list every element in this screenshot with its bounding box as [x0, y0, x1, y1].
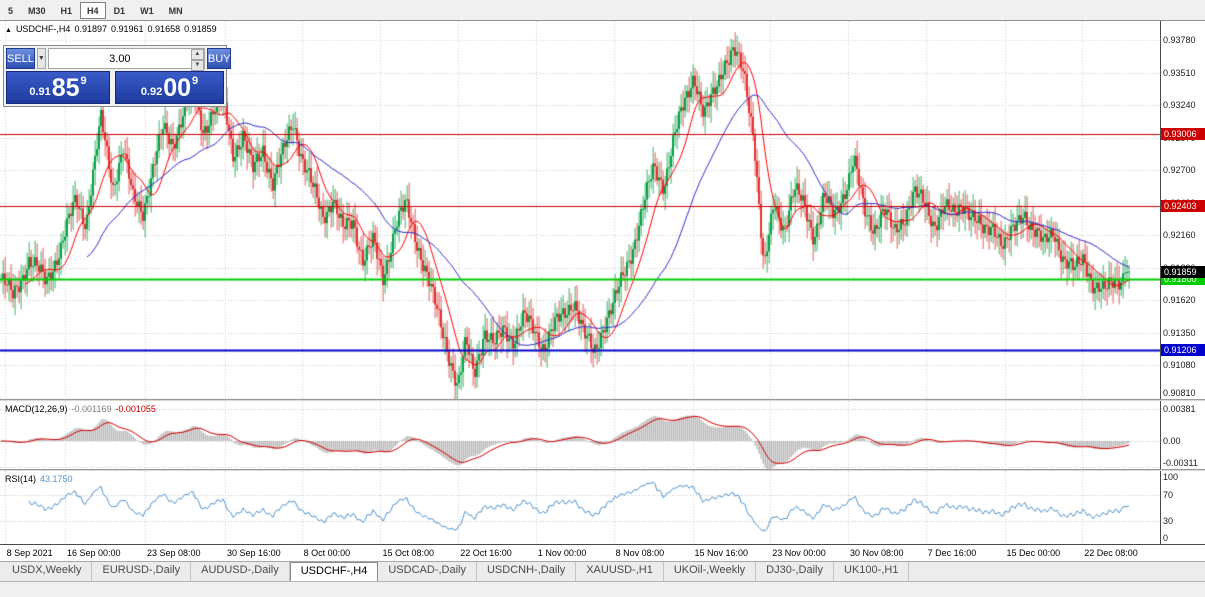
axis-tick-label: 0.93240: [1163, 100, 1196, 111]
time-axis-label: 30 Sep 16:00: [227, 548, 281, 558]
buy-price-prefix: 0.92: [140, 86, 163, 98]
timeframe-button-h1[interactable]: H1: [60, 5, 73, 16]
buy-price-box[interactable]: 0.92 00 9: [115, 71, 224, 104]
rsi-value: 43.1750: [40, 474, 73, 484]
price-line-label: 0.93006: [1161, 127, 1205, 140]
buy-price-point: 9: [192, 75, 199, 87]
time-axis-label: 30 Nov 08:00: [849, 548, 904, 558]
axis-tick-label: 0.91080: [1163, 360, 1196, 371]
macd-header: MACD(12,26,9) -0.001169 -0.001055: [5, 404, 160, 414]
price-axis-rsi[interactable]: 100 70 30 0: [1160, 471, 1205, 544]
time-axis-label: 16 Sep 00:00: [66, 548, 121, 558]
ohlc-open: 0.91897: [74, 24, 107, 34]
time-axis-label: 23 Sep 08:00: [147, 548, 201, 558]
rsi-pane: RSI(14) 43.1750 100 70 30 0: [0, 471, 1205, 544]
chart-ohlc-header: ▲ USDCHF-,H4 0.91897 0.91961 0.91658 0.91859: [5, 24, 221, 34]
symbol-title: USDCHF-,H4: [15, 24, 71, 34]
volume-field-wrap: ▲ ▼: [47, 48, 205, 71]
rsi-canvas[interactable]: [0, 471, 1160, 544]
time-axis-label: 15 Oct 08:00: [382, 548, 435, 558]
chart-tab-audusd-daily[interactable]: AUDUSD-,Daily: [191, 562, 290, 581]
price-line-label: 0.92403: [1161, 200, 1205, 213]
macd-main-value: -0.001169: [71, 404, 112, 414]
chart-tab-uk100-h1[interactable]: UK100-,H1: [834, 562, 910, 581]
rsi-header: RSI(14) 43.1750: [5, 474, 77, 484]
pane-splitter-macd[interactable]: [0, 399, 1205, 401]
volume-dropdown-button[interactable]: ▼: [36, 48, 46, 69]
ohlc-close: 0.91859: [184, 24, 217, 34]
collapse-icon[interactable]: ▲: [5, 27, 12, 34]
axis-tick-label: 70: [1163, 489, 1174, 500]
status-bar: [0, 581, 1205, 597]
timeframe-button-w1[interactable]: W1: [140, 5, 154, 16]
time-axis-label: 22 Oct 16:00: [460, 548, 512, 558]
volume-input[interactable]: [48, 49, 191, 68]
axis-tick-label: 0.00381: [1163, 403, 1196, 414]
main-chart-pane: ▲ USDCHF-,H4 0.91897 0.91961 0.91658 0.91859 …: [0, 21, 1205, 399]
macd-signal-value: -0.001055: [115, 404, 156, 414]
chart-tab-usdcnh-daily[interactable]: USDCNH-,Daily: [477, 562, 577, 581]
axis-tick-label: 100: [1163, 472, 1179, 482]
chart-tab-xauusd-h1[interactable]: XAUUSD-,H1: [576, 562, 664, 581]
time-axis[interactable]: 8 Sep 2021 16 Sep 00:00 23 Sep 08:00 30 Sep…: [0, 544, 1205, 561]
axis-tick-label: 0.93510: [1163, 67, 1196, 78]
rsi-title: RSI(14): [5, 474, 37, 484]
axis-tick-label: 0.92700: [1163, 165, 1196, 176]
timeframe-button-h4[interactable]: H4: [80, 1, 106, 19]
axis-tick-label: 0: [1163, 533, 1169, 543]
chart-tab-dj30-daily[interactable]: DJ30-,Daily: [756, 562, 835, 581]
pane-splitter-rsi[interactable]: [0, 469, 1205, 471]
axis-tick-label: 0.91350: [1163, 327, 1196, 338]
axis-tick-label: 30: [1163, 515, 1174, 526]
chart-tab-usdx-weekly[interactable]: USDX,Weekly: [2, 562, 93, 581]
time-axis-label: 7 Dec 16:00: [927, 548, 977, 558]
axis-tick-label: -0.00311: [1163, 458, 1198, 468]
price-line-label: 0.91859: [1161, 265, 1205, 278]
axis-tick-label: 0.92160: [1163, 230, 1196, 241]
time-axis-label: 22 Dec 08:00: [1084, 548, 1138, 558]
volume-up-button[interactable]: ▲: [190, 49, 204, 60]
timeframe-button-mn[interactable]: MN: [168, 5, 183, 16]
chevron-down-icon: ▼: [37, 55, 45, 62]
axis-tick-label: 0.93780: [1163, 35, 1196, 46]
chart-tab-usdchf-h4[interactable]: USDCHF-,H4: [289, 562, 379, 581]
chart-tab-usdcad-daily[interactable]: USDCAD-,Daily: [378, 562, 477, 581]
macd-canvas[interactable]: [0, 401, 1160, 469]
sell-button[interactable]: SELL: [6, 48, 35, 69]
time-axis-label: 8 Sep 2021: [6, 548, 53, 558]
sell-price-box[interactable]: 0.91 85 9: [6, 71, 110, 104]
macd-title: MACD(12,26,9): [5, 404, 68, 414]
sell-price-pips: 85: [51, 74, 80, 102]
chart-tabs-bar: USDX,Weekly EURUSD-,Daily AUDUSD-,Daily USD…: [0, 561, 1205, 581]
price-axis-main[interactable]: 0.937800.935100.932400.929700.927000.924…: [1160, 21, 1205, 399]
one-click-trading-panel: SELL ▼ ▲ ▼ BUY 0.91 85 9 0.9: [3, 45, 232, 107]
axis-tick-label: 0.00: [1163, 436, 1181, 446]
volume-down-button[interactable]: ▼: [190, 60, 204, 71]
time-axis-label: 15 Dec 00:00: [1006, 548, 1061, 558]
chart-tab-ukoil-weekly[interactable]: UKOil-,Weekly: [664, 562, 757, 581]
timeframe-button-d1[interactable]: D1: [113, 5, 126, 16]
buy-price-pips: 00: [163, 74, 192, 102]
price-axis-macd[interactable]: 0.00381 0.00 -0.00311: [1160, 401, 1205, 469]
time-axis-label: 8 Oct 00:00: [303, 548, 351, 558]
timeframe-button-m30[interactable]: M30: [28, 5, 46, 16]
time-axis-label: 15 Nov 16:00: [694, 548, 749, 558]
time-axis-label: 23 Nov 00:00: [772, 548, 826, 558]
timeframe-toolbar: 5 M30 H1 H4 D1 W1 MN: [0, 0, 1205, 21]
sell-price-prefix: 0.91: [29, 86, 51, 98]
time-axis-label: 1 Nov 00:00: [537, 548, 587, 558]
chart-tab-eurusd-daily[interactable]: EURUSD-,Daily: [92, 562, 192, 581]
ohlc-low: 0.91658: [147, 24, 181, 34]
price-line-label: 0.91206: [1161, 344, 1205, 357]
buy-button[interactable]: BUY: [206, 48, 232, 69]
axis-tick-label: 0.91620: [1163, 295, 1196, 306]
time-axis-label: 8 Nov 08:00: [615, 548, 665, 558]
ohlc-high: 0.91961: [111, 24, 144, 34]
sell-price-point: 9: [80, 75, 87, 87]
axis-tick-label: 0.90810: [1163, 388, 1196, 398]
timeframe-button-5[interactable]: 5: [8, 5, 14, 16]
macd-pane: MACD(12,26,9) -0.001169 -0.001055 0.00381 0…: [0, 401, 1205, 469]
